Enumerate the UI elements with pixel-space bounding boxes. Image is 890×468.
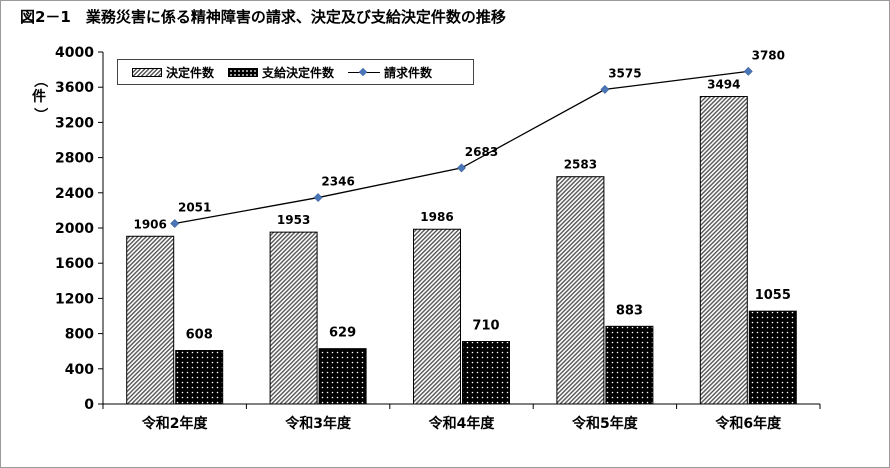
data-label-claims: 3780 bbox=[752, 48, 785, 62]
legend-item-claims: 請求件数 bbox=[348, 64, 432, 81]
y-tick-label: 2000 bbox=[55, 221, 94, 237]
marker-claims bbox=[313, 193, 323, 202]
marker-claims bbox=[457, 163, 466, 173]
data-label-approvals: 1055 bbox=[755, 288, 791, 303]
data-label-claims: 2051 bbox=[178, 201, 211, 215]
data-label-claims: 2346 bbox=[321, 175, 354, 189]
data-label-decisions: 1986 bbox=[420, 210, 453, 224]
y-tick-label: 3200 bbox=[55, 115, 94, 131]
legend-label-claims: 請求件数 bbox=[384, 65, 433, 80]
data-label-approvals: 710 bbox=[472, 319, 499, 334]
bar-decisions bbox=[556, 176, 605, 405]
bar-approvals bbox=[175, 349, 224, 405]
chart-title: 図2－1 業務災害に係る精神障害の請求、決定及び支給決定件数の推移 bbox=[20, 8, 506, 26]
bar-approvals bbox=[748, 310, 797, 405]
x-tick-label: 令和4年度 bbox=[428, 415, 496, 432]
bar-approvals bbox=[462, 341, 510, 405]
y-tick-label: 800 bbox=[65, 327, 94, 343]
data-label-decisions: 2583 bbox=[564, 158, 597, 172]
x-tick-label: 令和6年度 bbox=[714, 415, 782, 432]
y-axis-label-char: 件 bbox=[32, 89, 46, 105]
legend-label-decisions: 決定件数 bbox=[166, 65, 215, 80]
y-tick-label: 1600 bbox=[55, 256, 94, 272]
y-tick-label: 4000 bbox=[55, 45, 94, 61]
bar-decisions bbox=[699, 96, 748, 405]
y-tick-label: 2800 bbox=[55, 151, 94, 167]
x-tick-label: 令和2年度 bbox=[141, 415, 209, 432]
legend-swatch-line bbox=[348, 68, 381, 77]
legend-item-approvals: 支給決定件数 bbox=[228, 64, 334, 81]
data-label-claims: 2683 bbox=[465, 145, 498, 159]
data-label-approvals: 608 bbox=[186, 327, 213, 342]
x-tick-label: 令和3年度 bbox=[284, 415, 352, 432]
data-label-claims: 3575 bbox=[608, 66, 641, 80]
data-label-decisions: 3494 bbox=[707, 78, 740, 92]
y-tick-label: 1200 bbox=[55, 291, 94, 307]
x-tick-label: 令和5年度 bbox=[571, 415, 639, 432]
line-claims bbox=[174, 70, 749, 225]
bar-approvals bbox=[318, 348, 367, 405]
legend-item-decisions: 決定件数 bbox=[132, 64, 214, 81]
marker-claims bbox=[743, 66, 753, 76]
marker-claims bbox=[170, 219, 180, 228]
legend-label-approvals: 支給決定件数 bbox=[262, 65, 335, 80]
legend: 決定件数 支給決定件数 請求件数 bbox=[117, 59, 474, 85]
y-tick-label: 400 bbox=[65, 362, 94, 378]
y-tick-label: 3600 bbox=[55, 80, 94, 96]
legend-swatch-hatch bbox=[132, 67, 162, 77]
bar-decisions bbox=[413, 228, 461, 405]
marker-claims bbox=[600, 84, 610, 94]
y-axis-label: （件） bbox=[30, 72, 48, 123]
legend-swatch-dots bbox=[228, 67, 259, 77]
bar-approvals bbox=[605, 325, 654, 405]
data-label-decisions: 1953 bbox=[277, 213, 310, 227]
y-tick-label: 2400 bbox=[55, 186, 94, 202]
bar-decisions bbox=[269, 231, 318, 405]
y-tick-label: 0 bbox=[84, 397, 94, 413]
data-label-approvals: 883 bbox=[616, 303, 643, 318]
data-label-decisions: 1906 bbox=[133, 217, 166, 231]
bar-decisions bbox=[126, 235, 175, 405]
data-label-approvals: 629 bbox=[329, 326, 356, 341]
